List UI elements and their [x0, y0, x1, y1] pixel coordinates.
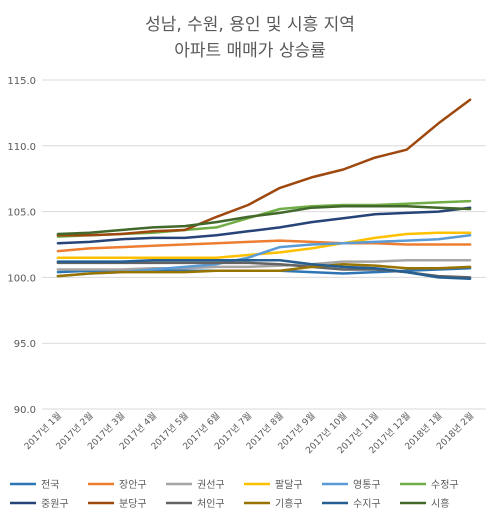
legend-label: 수정구: [431, 479, 459, 491]
series-line: [56, 206, 472, 245]
y-tick-label: 110.0: [7, 142, 36, 153]
legend-label: 시흥: [431, 497, 449, 510]
y-tick-label: 115.0: [7, 76, 36, 87]
legend-label: 분당구: [119, 498, 147, 510]
y-tick-label: 95.0: [14, 339, 36, 350]
legend-label: 영통구: [353, 479, 381, 491]
chart-title-line-1: 성남, 수원, 용인 및 시흥 지역: [145, 15, 355, 35]
legend-label: 기흥구: [275, 497, 303, 510]
series-line: [56, 259, 472, 271]
gridlines: [42, 79, 486, 410]
series-line: [56, 239, 472, 253]
chart-title-line-2: 아파트 매매가 상승률: [174, 41, 326, 61]
legend-label: 전국: [41, 479, 59, 491]
legend-label: 팔달구: [275, 479, 303, 491]
y-tick-label: 90.0: [14, 405, 36, 416]
y-tick-label: 100.0: [7, 273, 36, 284]
legend-label: 장안구: [119, 479, 147, 491]
legend-label: 처인구: [197, 498, 225, 510]
series-line: [56, 98, 472, 237]
series-lines: [56, 98, 472, 280]
y-axis-ticks: 90.0 95.0 100.0 105.0 110.0 115.0: [7, 76, 36, 416]
series-line: [56, 205, 472, 236]
y-tick-label: 105.0: [7, 208, 36, 219]
series-line: [56, 259, 472, 280]
legend-label: 수지구: [353, 498, 381, 510]
legend-label: 권선구: [197, 479, 225, 491]
legend-label: 중원구: [41, 498, 69, 510]
series-line: [56, 262, 472, 278]
